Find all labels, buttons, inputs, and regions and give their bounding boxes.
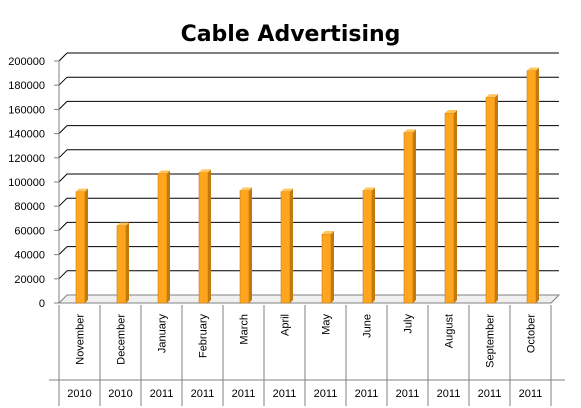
x-tick-label: January — [157, 314, 169, 354]
bar-side — [167, 170, 170, 303]
bar-side — [413, 129, 416, 303]
y-tick-label: 0 — [39, 298, 45, 310]
y-tick-label: 160000 — [8, 104, 45, 116]
bar-top — [199, 169, 211, 173]
x-year-label: 2011 — [273, 388, 297, 400]
bar-top — [240, 187, 252, 191]
x-tick-label: December — [116, 314, 128, 365]
y-tick-label: 100000 — [8, 177, 45, 189]
gridline-slant — [58, 270, 68, 280]
gridlines — [58, 52, 559, 280]
bar-side — [331, 231, 334, 303]
bars — [75, 67, 539, 304]
chart-title: Cable Advertising — [180, 22, 401, 47]
bar — [526, 70, 537, 304]
x-year-label: 2011 — [314, 388, 338, 400]
gridline-slant — [58, 246, 68, 255]
bar-top — [322, 231, 334, 235]
x-year-label: 2011 — [396, 388, 420, 400]
x-category-table: November 2010 December 2010 January 2011 Febru… — [49, 305, 565, 406]
bar — [75, 191, 86, 304]
axes — [54, 60, 561, 304]
x-year-label: 2011 — [437, 388, 461, 400]
y-tick-label: 60000 — [14, 225, 45, 237]
x-tick-label: April — [280, 314, 292, 336]
x-year-label: 2011 — [519, 388, 543, 400]
x-year-label: 2010 — [108, 388, 132, 400]
x-tick-label: February — [198, 314, 210, 359]
bar-top — [281, 188, 293, 192]
bar — [239, 190, 250, 304]
x-tick-label: July — [403, 314, 415, 334]
x-tick-label: June — [362, 314, 374, 338]
bar — [280, 191, 291, 304]
x-tick-label: May — [321, 314, 333, 335]
bar — [403, 132, 414, 304]
gridline-slant — [58, 52, 68, 62]
gridline-slant — [58, 197, 68, 207]
x-tick-label: September — [485, 314, 497, 368]
y-tick-labels: 0 20000 40000 60000 80000 100000 120000 140000 1… — [8, 56, 45, 310]
x-tick-label: August — [444, 314, 456, 348]
bar-top — [76, 188, 88, 192]
bar — [157, 173, 168, 304]
chart-floor — [57, 294, 561, 304]
x-year-label: 2011 — [232, 388, 256, 400]
bar — [444, 112, 455, 304]
bar-side — [85, 188, 88, 303]
bar-top — [445, 110, 457, 114]
x-tick-label: March — [239, 314, 251, 345]
x-year-label: 2011 — [191, 388, 215, 400]
y-tick-label: 20000 — [14, 274, 45, 286]
x-year-label: 2011 — [150, 388, 174, 400]
bar-side — [290, 188, 293, 303]
gridline-slant — [58, 173, 68, 183]
gridline-slant — [58, 76, 68, 86]
bar — [485, 97, 496, 304]
bar-side — [249, 187, 252, 303]
y-tick-label: 40000 — [14, 250, 45, 262]
bar-side — [372, 187, 375, 303]
x-year-label: 2010 — [67, 388, 91, 400]
x-tick-label: October — [526, 314, 538, 353]
bar-top — [527, 67, 539, 71]
bar-side — [536, 67, 539, 304]
gridline-slant — [58, 101, 68, 110]
gridline-slant — [58, 149, 68, 159]
bar — [116, 225, 127, 304]
bar — [362, 190, 373, 304]
y-tick-label: 140000 — [8, 129, 45, 141]
y-tick-label: 80000 — [14, 201, 45, 213]
y-tick-label: 200000 — [8, 56, 45, 68]
x-tick-label: November — [75, 314, 87, 365]
x-year-label: 2011 — [478, 388, 502, 400]
bar-top — [363, 187, 375, 191]
x-year-label: 2011 — [355, 388, 379, 400]
bar — [321, 233, 332, 304]
y-tick-label: 180000 — [8, 80, 45, 92]
bar-side — [126, 222, 129, 303]
bar-side — [454, 110, 457, 303]
gridline-slant — [58, 222, 68, 231]
bar-top — [117, 222, 129, 226]
bar-top — [486, 94, 498, 98]
gridline-slant — [58, 125, 68, 134]
y-tick-label: 120000 — [8, 153, 45, 165]
bar-side — [208, 169, 211, 303]
bar-top — [158, 170, 170, 174]
bar — [198, 172, 209, 304]
bar-top — [404, 129, 416, 133]
bar-side — [495, 94, 498, 303]
